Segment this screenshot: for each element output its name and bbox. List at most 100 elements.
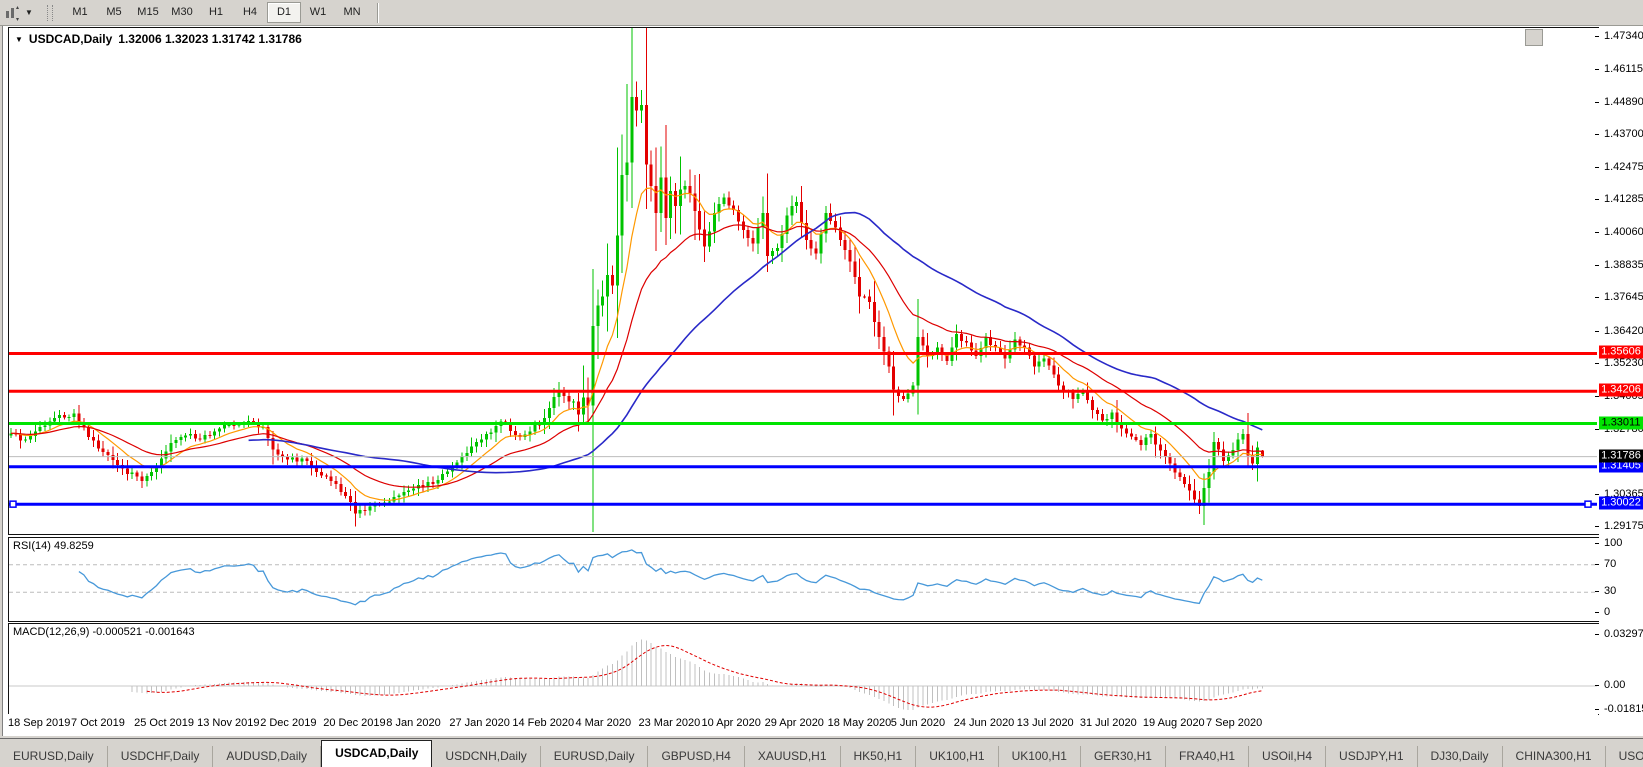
toolbar-separator [377,2,379,23]
date-tick-label: 7 Oct 2019 [71,717,125,729]
axis-tick-label: 0 [1604,606,1611,618]
chart-tab-ger30-h1[interactable]: GER30,H1 [1081,746,1166,767]
chart-tab-usdjpy-h1[interactable]: USDJPY,H1 [1326,746,1418,767]
axis-tick-mark [1595,297,1599,299]
date-tick-label: 27 Jan 2020 [449,717,510,729]
chart-tab-uk100-h1[interactable]: UK100,H1 [916,746,999,767]
macd-histogram-chart [9,639,1597,710]
axis-tick-label: 1.41285 [1604,193,1643,206]
axis-tick-mark [1595,563,1599,565]
axis-tick-mark [1595,493,1599,495]
timeframe-button-m15[interactable]: M15 [137,6,159,18]
axis-tick-label: 1.42475 [1604,161,1643,174]
price-axis[interactable]: 1.47340 1.46115 1.44890 1.43700 1.42475 1.412… [1595,26,1643,716]
date-tick-label: 7 Sep 2020 [1205,717,1263,729]
ohlc-quotes: 1.32006 1.32023 1.31742 1.31786 [118,32,302,46]
axis-tick-label: -0.018154 [1604,703,1643,715]
date-tick-label: 29 Apr 2020 [764,717,824,729]
axis-tick-mark [1595,634,1599,635]
chevron-down-icon[interactable]: ▼ [15,34,23,44]
chart-title: ▼ USDCAD,Daily 1.32006 1.32023 1.31742 1… [15,32,302,46]
date-tick-label: 4 Mar 2020 [575,717,632,729]
timeframe-button-w1[interactable]: W1 [309,6,327,18]
timeframe-button-h1[interactable]: H1 [208,6,224,18]
price-level-badge: 1.31405 [1599,459,1643,473]
rsi-line-chart [9,549,1597,606]
candlestick-chart[interactable] [9,28,1597,532]
axis-tick-mark [1595,428,1599,430]
time-axis[interactable]: 18 Sep 2019 7 Oct 2019 25 Oct 2019 13 Nov 2… [8,714,1598,735]
timeframe-buttons: M1 M5 M15 M30 H1 H4 D1 W1 MN [63,2,369,23]
chart-tab-bar: EURUSD,Daily USDCHF,Daily AUDUSD,Daily USDC… [0,738,1643,767]
date-tick-label: 25 Oct 2019 [134,717,195,729]
timeframe-button-m1[interactable]: M1 [72,6,88,18]
price-level-badge: 1.34206 [1599,383,1643,397]
chart-tab-eurusd-daily[interactable]: EURUSD,Daily [541,746,649,767]
chevron-down-icon[interactable]: ▼ [25,8,33,17]
chart-tab-gbpusd-h4[interactable]: GBPUSD,H4 [648,746,745,767]
chart-tab-dj30-daily[interactable]: DJ30,Daily [1418,746,1503,767]
macd-indicator-pane[interactable]: MACD(12,26,9) -0.000521 -0.001643 [8,623,1600,715]
axis-tick-mark [1595,232,1599,234]
axis-tick-mark [1595,709,1599,710]
axis-tick-label: 1.35230 [1604,356,1643,369]
timeframe-button-m5[interactable]: M5 [106,6,122,18]
price-level-badge: 1.35606 [1599,345,1643,359]
chart-tab-usdchf-daily[interactable]: USDCHF,Daily [108,746,214,767]
chart-tab-hk50-h1[interactable]: HK50,H1 [841,746,917,767]
toolbar-drag-handle[interactable] [47,4,53,21]
symbol-period-label: USDCAD,Daily [28,32,113,46]
axis-tick-mark [1595,199,1599,201]
chart-tab-fra40-h1[interactable]: FRA40,H1 [1166,746,1250,767]
axis-tick-label: 1.47340 [1604,29,1643,42]
date-tick-label: 18 Sep 2019 [8,717,71,729]
date-tick-label: 13 Jul 2020 [1016,717,1074,729]
chart-tab-xauusd-h1[interactable]: XAUUSD,H1 [745,746,841,767]
date-tick-label: 14 Feb 2020 [512,717,575,729]
chart-tab-usdcnh-daily[interactable]: USDCNH,Daily [432,746,541,767]
axis-tick-label: 1.44890 [1604,96,1643,108]
axis-tick-mark [1595,35,1599,37]
chart-tab-eurusd-daily[interactable]: EURUSD,Daily [0,746,108,767]
date-tick-label: 5 Jun 2020 [890,717,946,729]
axis-tick-mark [1595,526,1599,527]
date-tick-label: 2 Dec 2019 [260,717,317,729]
chart-tab-audusd-daily[interactable]: AUDUSD,Daily [213,746,322,767]
timeframe-button-h4[interactable]: H4 [242,6,258,18]
axis-tick-mark [1595,102,1599,103]
rsi-indicator-pane[interactable]: RSI(14) 49.8259 [8,537,1600,622]
date-tick-label: 8 Jan 2020 [386,717,441,729]
timeframe-button-mn[interactable]: MN [343,6,361,18]
chart-tab-china300-h1[interactable]: CHINA300,H1 [1503,746,1606,767]
axis-tick-label: 70 [1604,557,1617,570]
axis-tick-mark [1595,395,1599,397]
price-chart-pane[interactable]: ▼ USDCAD,Daily 1.32006 1.32023 1.31742 1… [8,27,1600,535]
axis-tick-label: 1.46115 [1604,62,1643,75]
date-tick-label: 23 Mar 2020 [638,717,701,729]
chart-tab-usdcad-daily[interactable]: USDCAD,Daily [321,740,433,767]
axis-tick-label: 1.29175 [1604,520,1643,532]
axis-tick-mark [1595,362,1599,364]
axis-tick-mark [1595,543,1599,544]
timeframes-toolbar-icon[interactable] [3,4,21,22]
chart-tab-uk100-h1[interactable]: UK100,H1 [999,746,1081,767]
date-tick-label: 31 Jul 2020 [1079,717,1137,729]
rsi-label: RSI(14) 49.8259 [13,540,94,552]
axis-tick-label: 1.36420 [1604,324,1643,337]
axis-tick-label: 100 [1604,537,1623,549]
chart-tab-usoil-h4[interactable]: USOil,H4 [1249,746,1327,767]
chart-tab-usoil-h1[interactable]: USOil,H1 [1606,746,1643,767]
timeframes-toolbar: ▼ M1 M5 M15 M30 H1 H4 D1 W1 MN [0,0,1643,26]
axis-tick-mark [1595,591,1599,593]
price-level-badge: 1.30022 [1599,496,1643,510]
date-tick-label: 18 May 2020 [827,717,892,729]
axis-tick-mark [1595,68,1599,70]
axis-tick-mark [1595,685,1599,686]
timeframe-button-m30[interactable]: M30 [171,6,193,18]
axis-tick-mark [1595,330,1599,332]
chart-scroll-button[interactable] [1525,29,1543,46]
axis-tick-label: 0.032972 [1604,628,1643,640]
price-level-badge: 1.33011 [1599,416,1643,429]
timeframe-button-d1[interactable]: D1 [267,2,301,23]
